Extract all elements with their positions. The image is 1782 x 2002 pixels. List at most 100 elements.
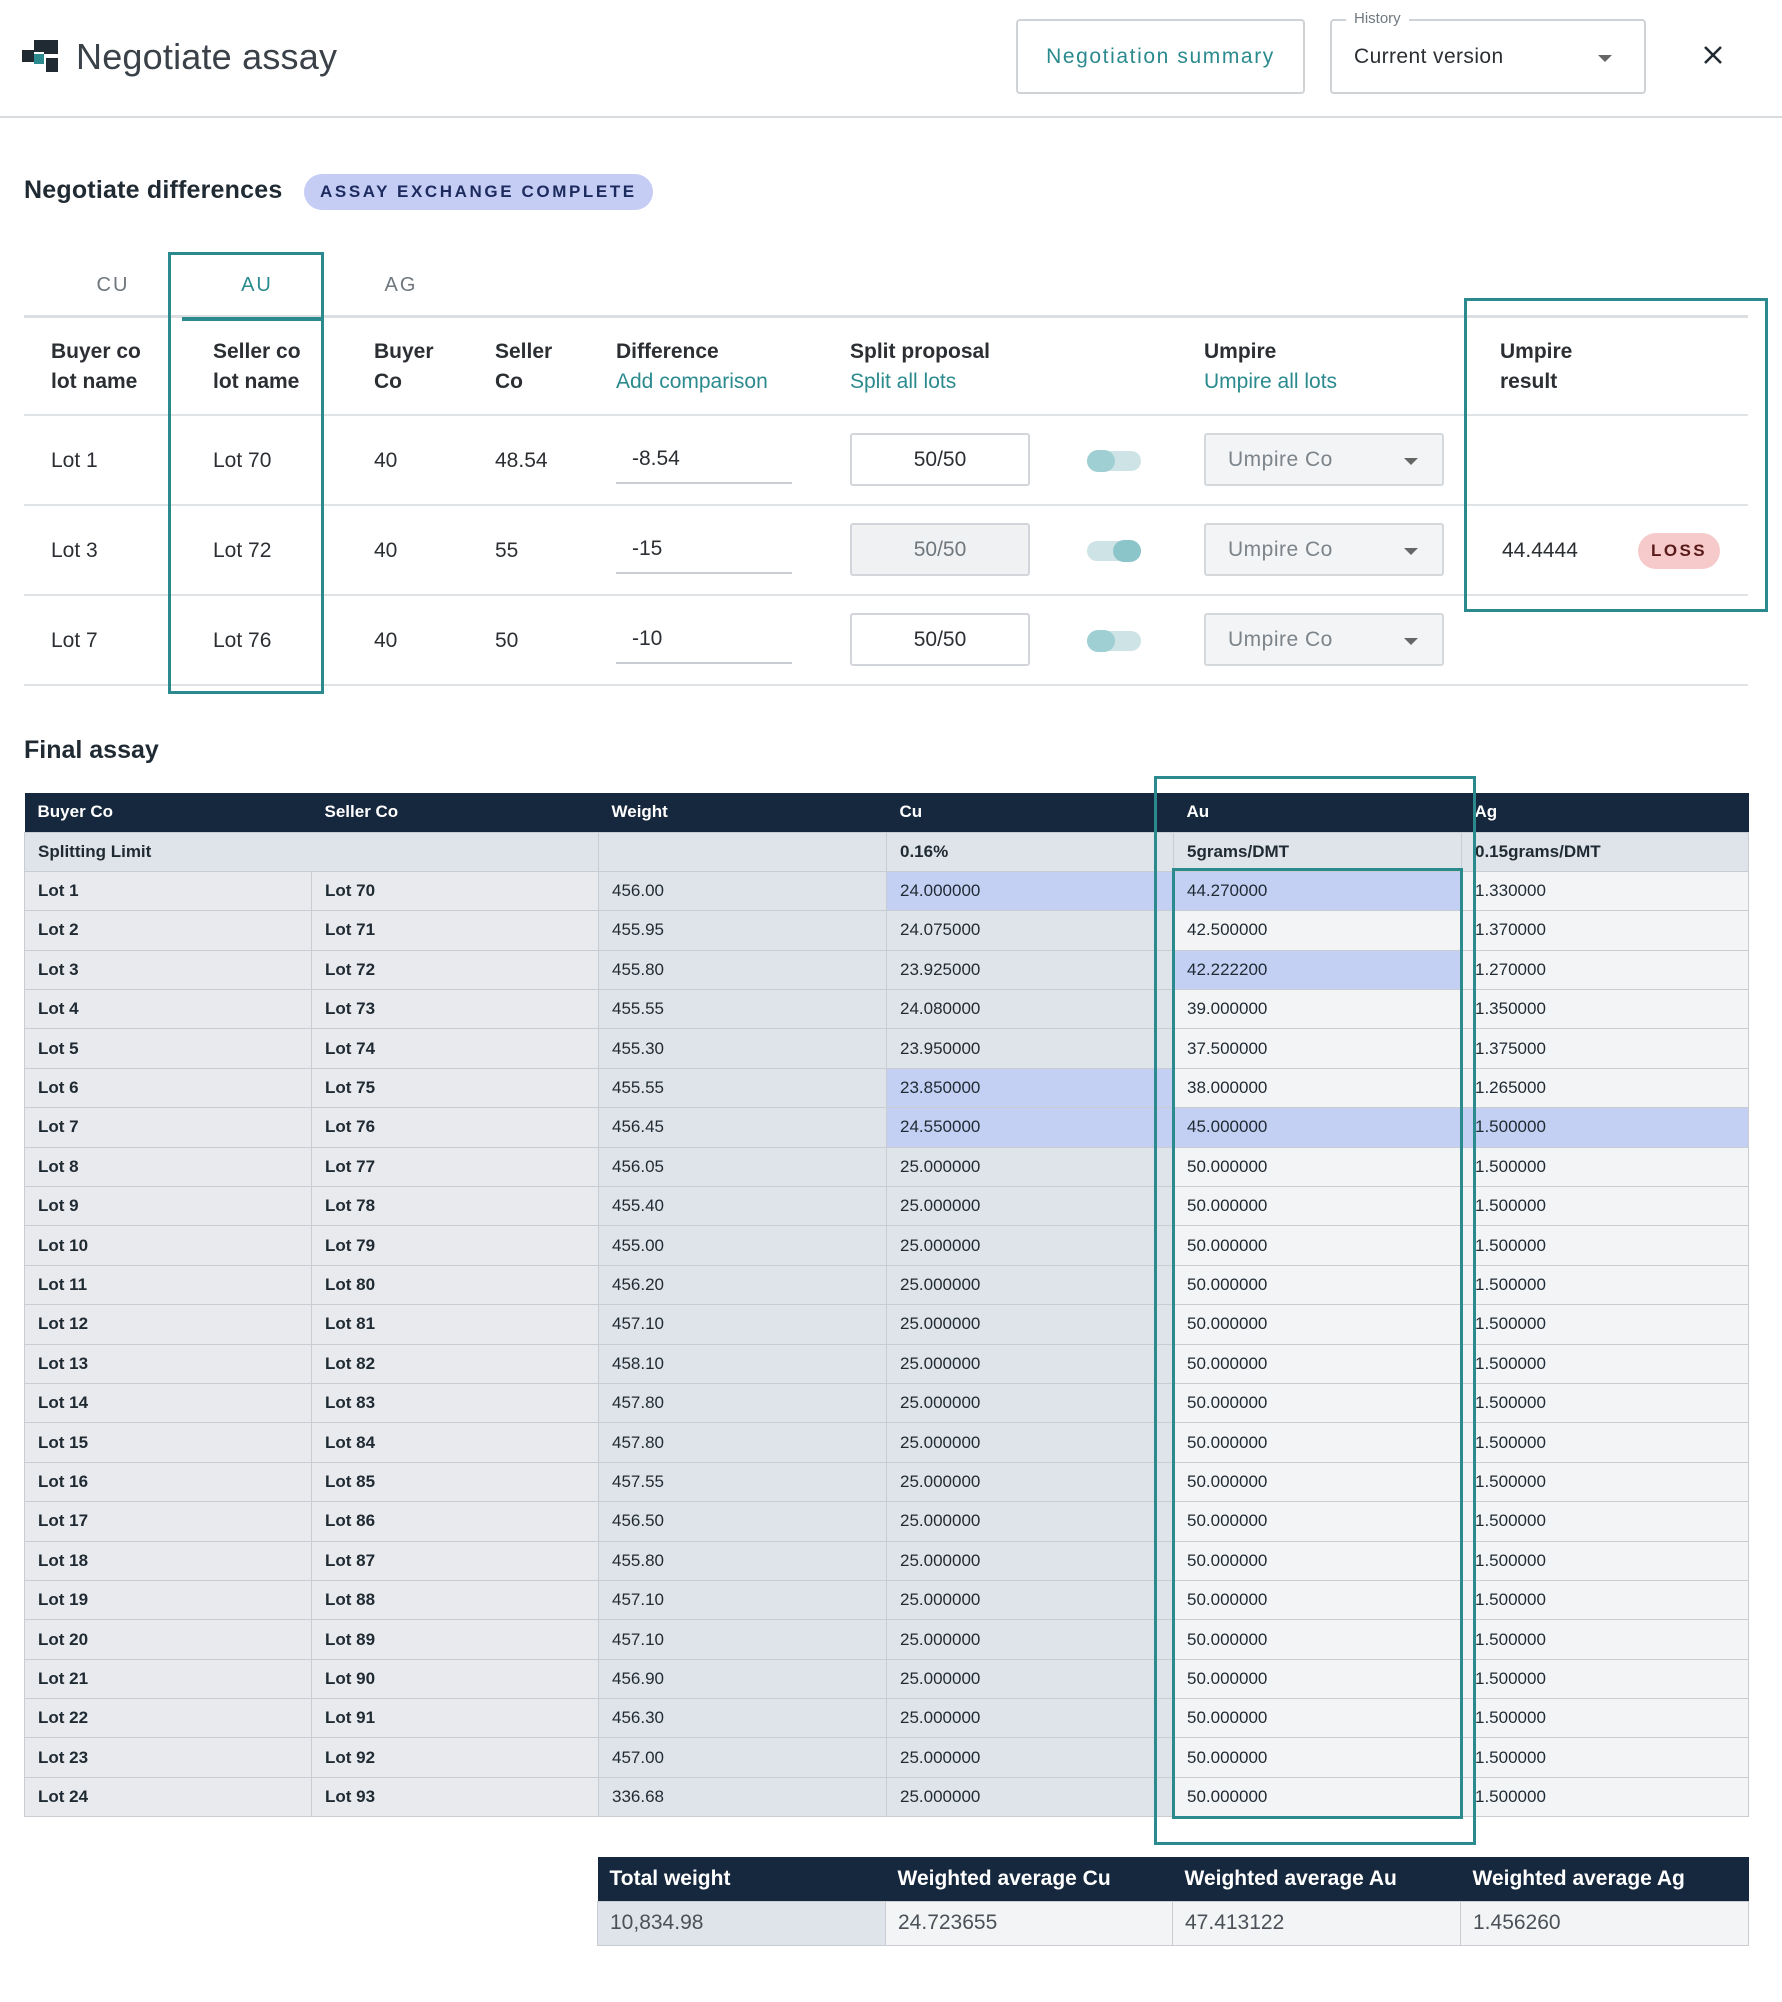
header-result-line2: result — [1500, 370, 1558, 393]
weight-cell: 456.90 — [598, 1658, 887, 1700]
final-assay-title: Final assay — [24, 736, 159, 764]
app-logo-icon — [22, 40, 58, 72]
assay-row: Lot 6 Lot 75 455.55 23.850000 38.000000 1.265… — [24, 1067, 1749, 1109]
cu-cell: 24.075000 — [886, 910, 1174, 951]
assay-row: Lot 19 Lot 88 457.10 25.000000 50.000000 1.50… — [24, 1579, 1749, 1621]
au-cell: 44.270000 — [1173, 870, 1462, 912]
ag-cell: 1.500000 — [1461, 1579, 1749, 1621]
split-proposal-input[interactable]: 50/50 — [850, 433, 1030, 486]
au-cell: 50.000000 — [1173, 1304, 1462, 1345]
col-au: Au — [1173, 793, 1462, 832]
assay-row: Lot 11 Lot 80 456.20 25.000000 50.000000 1.50… — [24, 1264, 1749, 1306]
weight-cell: 455.40 — [598, 1186, 887, 1227]
seller-lot-cell: Lot 83 — [311, 1382, 599, 1424]
assay-row: Lot 15 Lot 84 457.80 25.000000 50.000000 1.50… — [24, 1422, 1749, 1463]
cu-cell: 25.000000 — [886, 1382, 1174, 1424]
tab-cu[interactable]: CU — [96, 273, 130, 296]
difference-input[interactable]: -15 — [616, 526, 792, 574]
chevron-down-icon — [1404, 458, 1418, 465]
total-weight-value: 10,834.98 — [597, 1900, 886, 1946]
header-umpire: Umpire Umpire all lots — [1204, 337, 1337, 397]
au-cell: 50.000000 — [1173, 1343, 1462, 1384]
avg-cu-header: Weighted average Cu — [885, 1857, 1173, 1901]
seller-lot-cell: Lot 70 — [311, 870, 599, 912]
history-select[interactable]: History Current version — [1330, 10, 1646, 94]
weight-cell: 456.00 — [598, 870, 887, 912]
tab-ag[interactable]: AG — [384, 273, 418, 296]
split-toggle[interactable] — [1087, 450, 1141, 472]
buyer-lot-cell: Lot 7 — [24, 1107, 312, 1148]
split-proposal-input[interactable]: 50/50 — [850, 523, 1030, 576]
assay-row: Lot 13 Lot 82 458.10 25.000000 50.000000 1.50… — [24, 1343, 1749, 1384]
buyer-lot-cell: Lot 19 — [24, 1579, 312, 1621]
header-seller-lot: Seller co lot name — [213, 337, 301, 397]
cu-cell: 25.000000 — [886, 1540, 1174, 1581]
seller-lot-cell: Lot 91 — [311, 1698, 599, 1739]
buyer-lot-cell: Lot 23 — [24, 1737, 312, 1778]
buyer-lot-cell: Lot 11 — [24, 1264, 312, 1306]
difference-input[interactable]: -8.54 — [616, 436, 792, 484]
umpire-select[interactable]: Umpire Co — [1204, 613, 1444, 666]
cu-cell: 23.950000 — [886, 1028, 1174, 1069]
seller-lot-cell: Lot 88 — [311, 1579, 599, 1621]
cu-cell: 25.000000 — [886, 1579, 1174, 1621]
add-comparison-link[interactable]: Add comparison — [616, 370, 768, 393]
umpire-all-lots-link[interactable]: Umpire all lots — [1204, 370, 1338, 393]
tab-au[interactable]: AU — [182, 252, 322, 321]
au-cell: 50.000000 — [1173, 1776, 1462, 1818]
weight-cell: 456.30 — [598, 1698, 887, 1739]
final-assay-header: Buyer Co Seller Co Weight Cu Au Ag — [24, 793, 1749, 832]
seller-value: 55 — [495, 539, 519, 562]
buyer-lot-cell: Lot 12 — [24, 1304, 312, 1345]
assay-row: Lot 2 Lot 71 455.95 24.075000 42.500000 1.370… — [24, 910, 1749, 951]
cu-cell: 25.000000 — [886, 1343, 1174, 1384]
ag-cell: 1.500000 — [1461, 1107, 1749, 1148]
buyer-lot-cell: Lot 24 — [24, 1776, 312, 1818]
cu-cell: 25.000000 — [886, 1146, 1174, 1188]
ag-cell: 1.270000 — [1461, 949, 1749, 991]
col-cu: Cu — [886, 793, 1174, 832]
split-toggle[interactable] — [1087, 630, 1141, 652]
au-cell: 50.000000 — [1173, 1737, 1462, 1778]
au-cell: 50.000000 — [1173, 1382, 1462, 1424]
difference-input[interactable]: -10 — [616, 616, 792, 664]
weight-cell: 458.10 — [598, 1343, 887, 1384]
umpire-select[interactable]: Umpire Co — [1204, 523, 1444, 576]
assay-row: Lot 18 Lot 87 455.80 25.000000 50.000000 1.50… — [24, 1540, 1749, 1581]
buyer-lot-name: Lot 1 — [51, 449, 98, 472]
final-assay-table: Buyer Co Seller Co Weight Cu Au Ag Split… — [24, 793, 1749, 1818]
cu-cell: 25.000000 — [886, 1501, 1174, 1542]
negotiation-summary-button[interactable]: Negotiation summary — [1016, 19, 1305, 94]
ag-cell: 1.500000 — [1461, 1501, 1749, 1542]
umpire-select[interactable]: Umpire Co — [1204, 433, 1444, 486]
au-cell: 39.000000 — [1173, 989, 1462, 1030]
totals-table: Total weight Weighted average Cu Weighte… — [597, 1857, 1749, 1946]
split-all-lots-link[interactable]: Split all lots — [850, 370, 957, 393]
au-cell: 50.000000 — [1173, 1461, 1462, 1503]
seller-lot-cell: Lot 82 — [311, 1343, 599, 1384]
header-seller-co-line2: Co — [495, 370, 523, 393]
ag-cell: 1.500000 — [1461, 1422, 1749, 1463]
seller-lot-cell: Lot 85 — [311, 1461, 599, 1503]
ag-cell: 1.500000 — [1461, 1382, 1749, 1424]
header-difference-label: Difference — [616, 340, 719, 363]
cu-cell: 25.000000 — [886, 1737, 1174, 1778]
seller-lot-cell: Lot 92 — [311, 1737, 599, 1778]
weight-cell: 457.10 — [598, 1579, 887, 1621]
seller-lot-cell: Lot 72 — [311, 949, 599, 991]
close-icon[interactable] — [1698, 40, 1728, 70]
split-proposal-input[interactable]: 50/50 — [850, 613, 1030, 666]
cu-cell: 23.925000 — [886, 949, 1174, 991]
weight-cell: 455.30 — [598, 1028, 887, 1069]
negotiate-row: Lot 3 Lot 72 40 55 -15 50/50 Umpire Co 4… — [24, 506, 1748, 596]
au-cell: 50.000000 — [1173, 1501, 1462, 1542]
assay-row: Lot 16 Lot 85 457.55 25.000000 50.000000 1.50… — [24, 1461, 1749, 1503]
totals-row: 10,834.98 24.723655 47.413122 1.456260 — [597, 1900, 1749, 1946]
ag-cell: 1.500000 — [1461, 1698, 1749, 1739]
split-toggle[interactable] — [1087, 540, 1141, 562]
weight-cell: 455.80 — [598, 1540, 887, 1581]
seller-lot-cell: Lot 71 — [311, 910, 599, 951]
col-seller-co: Seller Co — [311, 793, 599, 832]
seller-lot-name: Lot 76 — [213, 629, 272, 652]
au-cell: 42.222200 — [1173, 949, 1462, 991]
